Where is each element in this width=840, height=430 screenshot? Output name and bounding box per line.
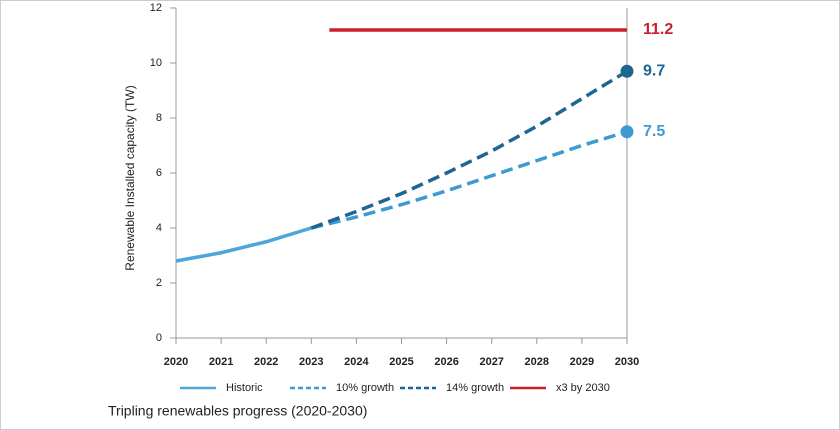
x-tick-label: 2028 <box>525 356 549 368</box>
x-tick-label: 2021 <box>209 356 233 368</box>
end-marker <box>620 125 634 139</box>
data-label: 7.5 <box>643 123 665 140</box>
x-tick-label: 2024 <box>344 356 369 368</box>
legend-label: x3 by 2030 <box>556 382 610 394</box>
y-tick-label: 0 <box>156 332 162 344</box>
x-tick-label: 2026 <box>434 356 458 368</box>
data-label: 11.2 <box>643 21 673 38</box>
legend-label: Historic <box>226 382 263 394</box>
x-tick-label: 2030 <box>615 356 639 368</box>
x-tick-label: 2023 <box>299 356 323 368</box>
y-tick-label: 10 <box>150 57 162 69</box>
y-tick-label: 8 <box>156 112 162 124</box>
series-line <box>310 69 628 230</box>
y-axis-label: Renewable Installed capacity (TW) <box>123 85 137 270</box>
series-line <box>175 226 312 263</box>
y-tick-label: 6 <box>156 167 162 179</box>
y-tick-label: 4 <box>156 222 162 234</box>
x-tick-label: 2027 <box>479 356 503 368</box>
legend-label: 14% growth <box>446 382 504 394</box>
x-tick-label: 2025 <box>389 356 413 368</box>
x-tick-label: 2022 <box>254 356 278 368</box>
series-line <box>310 130 628 230</box>
y-tick-label: 2 <box>156 277 162 289</box>
x-tick-label: 2020 <box>164 356 188 368</box>
y-tick-label: 12 <box>150 2 162 14</box>
x-tick-label: 2029 <box>570 356 594 368</box>
data-label: 9.7 <box>643 62 665 79</box>
end-marker <box>620 64 634 78</box>
chart-title: Tripling renewables progress (2020-2030) <box>108 403 367 419</box>
legend-label: 10% growth <box>336 382 394 394</box>
